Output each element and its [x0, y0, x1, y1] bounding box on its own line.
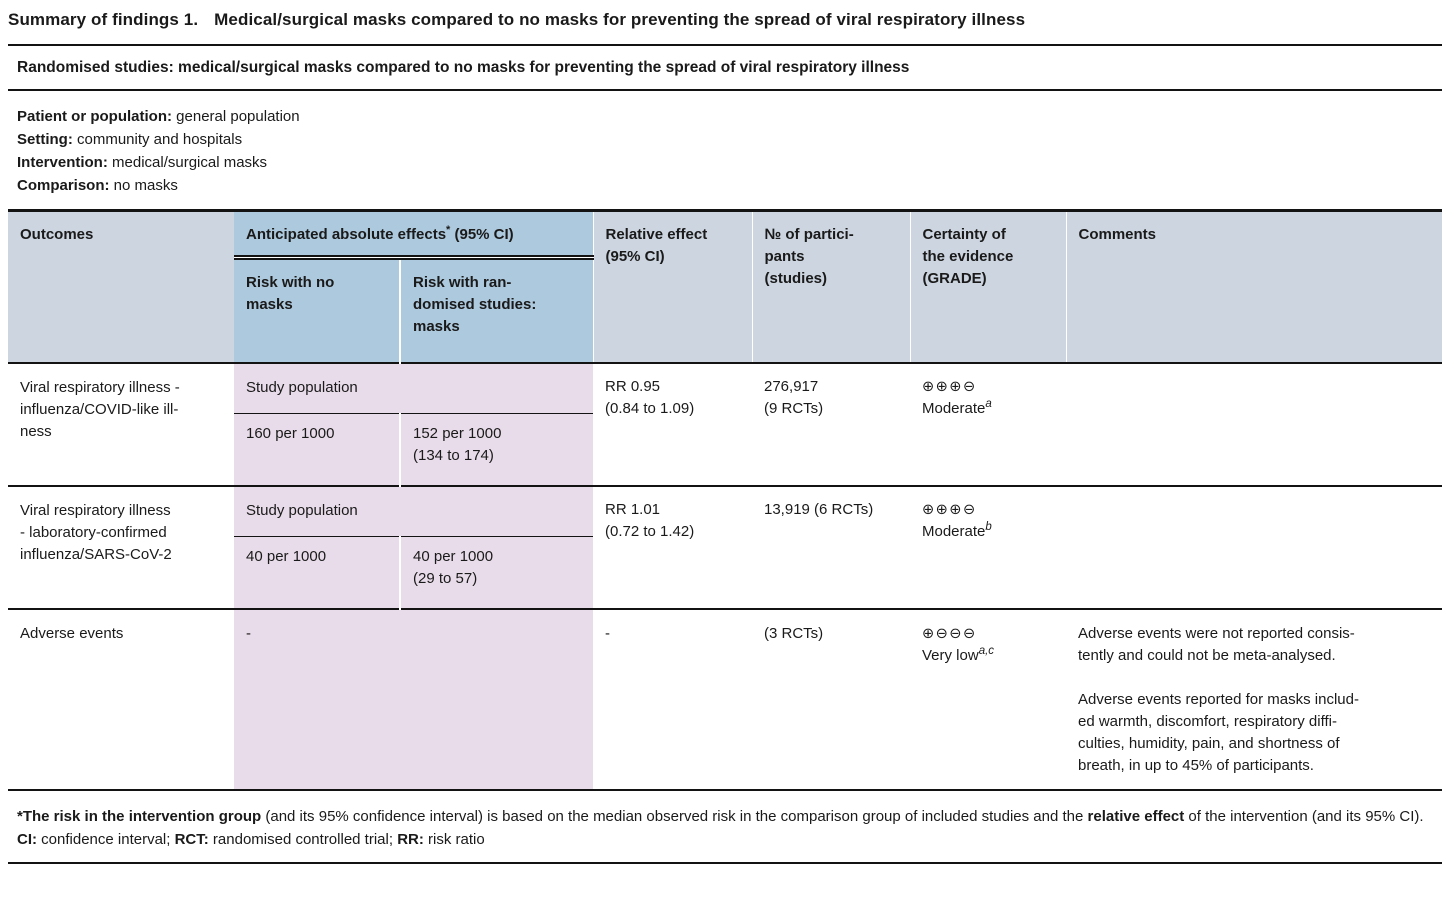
- table-row: 40 per 1000 40 per 1000 (29 to 57): [8, 536, 1442, 609]
- population-value: no masks: [109, 177, 178, 194]
- population-row-intervention: Intervention: medical/surgical masks: [17, 151, 1433, 174]
- header-certainty: Certainty of the evidence (GRADE): [909, 210, 1066, 363]
- population-label: Comparison:: [17, 177, 110, 194]
- anticipated-asterisk: *: [446, 224, 451, 236]
- population-info: Patient or population: general populatio…: [8, 91, 1442, 209]
- risk-no-masks-cell: 40 per 1000: [234, 536, 401, 609]
- relative-effect-cell: RR 0.95 (0.84 to 1.09): [605, 378, 695, 417]
- population-label: Intervention:: [17, 154, 108, 171]
- outcome-cell-viral-covid-like: Viral respiratory illness - influenza/CO…: [20, 379, 180, 440]
- header-comments: Comments: [1065, 210, 1442, 363]
- footnotes-section: *The risk in the intervention group (and…: [8, 791, 1442, 864]
- table-header: Outcomes Anticipated absolute effects* (…: [8, 210, 1442, 363]
- population-value: general population: [172, 108, 300, 125]
- certainty-label: Moderateb: [922, 521, 992, 540]
- outcome-cell-lab-confirmed: Viral respiratory illness - laboratory-c…: [20, 502, 172, 563]
- population-row-setting: Setting: community and hospitals: [17, 128, 1433, 151]
- header-outcomes: Outcomes: [8, 210, 234, 363]
- summary-of-findings-page: Summary of findings 1. Medical/surgical m…: [8, 10, 1442, 864]
- table-row: Adverse events - - (3 RCTs) ⊕⊖⊖⊖ Very lo…: [8, 609, 1442, 790]
- grade-symbols: ⊕⊕⊕⊖: [922, 502, 977, 518]
- header-risk-no-masks: Risk with no masks: [234, 257, 401, 363]
- grade-symbols: ⊕⊕⊕⊖: [922, 379, 977, 395]
- population-value: community and hospitals: [72, 131, 243, 148]
- risk-with-masks-cell: 40 per 1000 (29 to 57): [400, 536, 593, 609]
- population-label: Setting:: [17, 131, 73, 148]
- page-title: Summary of findings 1. Medical/surgical m…: [8, 10, 1442, 30]
- header-anticipated-ci: (95% CI): [450, 226, 514, 243]
- certainty-cell: ⊕⊖⊖⊖ Very lowa,c: [910, 609, 1066, 790]
- table-row: Viral respiratory illness - laboratory-c…: [8, 486, 1442, 563]
- risk-no-masks-cell: 160 per 1000: [234, 413, 401, 486]
- participants-cell: 13,919 (6 RCTs): [764, 501, 874, 518]
- table-row: Viral respiratory illness - influenza/CO…: [8, 363, 1442, 440]
- absolute-effects-cell: -: [234, 609, 593, 790]
- participants-cell: (3 RCTs): [764, 625, 824, 642]
- grade-symbols: ⊕⊖⊖⊖: [922, 626, 977, 642]
- comparison-band-text: Randomised studies: medical/surgical mas…: [17, 59, 910, 76]
- certainty-cell: ⊕⊕⊕⊖ Moderatea: [910, 363, 1066, 486]
- footnote-marker: b: [985, 521, 992, 533]
- header-participants: № of partici- pants (studies): [751, 210, 910, 363]
- table-row: 160 per 1000 152 per 1000 (134 to 174): [8, 413, 1442, 486]
- footnote-marker: a,c: [978, 645, 995, 657]
- comment-paragraph: Adverse events reported for masks includ…: [1078, 691, 1359, 774]
- comments-cell: Adverse events were not reported consis-…: [1066, 609, 1442, 790]
- header-anticipated-effects: Anticipated absolute effects* (95% CI): [234, 210, 593, 260]
- comments-cell: [1066, 363, 1442, 486]
- comments-cell: [1066, 486, 1442, 609]
- population-value: medical/surgical masks: [107, 154, 268, 171]
- footnote-risk-explanation: *The risk in the intervention group (and…: [17, 808, 1424, 825]
- summary-of-findings-table: Outcomes Anticipated absolute effects* (…: [8, 209, 1442, 791]
- table-body: Viral respiratory illness - influenza/CO…: [8, 363, 1442, 790]
- header-relative-effect: Relative effect (95% CI): [592, 210, 752, 363]
- population-row-patient: Patient or population: general populatio…: [17, 105, 1433, 128]
- certainty-label: Very lowa,c: [922, 645, 995, 664]
- footnote-marker: a: [985, 398, 992, 410]
- title-text: Medical/surgical masks compared to no ma…: [214, 10, 1026, 29]
- title-label: Summary of findings 1.: [8, 10, 199, 29]
- header-anticipated-text: Anticipated absolute effects: [246, 226, 447, 243]
- risk-with-masks-cell: 152 per 1000 (134 to 174): [400, 413, 593, 486]
- comparison-band: Randomised studies: medical/surgical mas…: [8, 44, 1442, 91]
- header-risk-with-masks: Risk with ran- domised studies: masks: [400, 257, 593, 363]
- comment-paragraph: Adverse events were not reported consis-…: [1078, 625, 1355, 664]
- certainty-label: Moderatea: [922, 398, 992, 417]
- study-population-label: Study population: [234, 486, 593, 537]
- population-label: Patient or population:: [17, 108, 172, 125]
- participants-cell: 276,917 (9 RCTs): [764, 378, 824, 417]
- relative-effect-cell: RR 1.01 (0.72 to 1.42): [605, 501, 695, 540]
- relative-effect-cell: -: [605, 625, 610, 642]
- outcome-cell-adverse-events: Adverse events: [20, 625, 124, 642]
- population-row-comparison: Comparison: no masks: [17, 174, 1433, 197]
- certainty-cell: ⊕⊕⊕⊖ Moderateb: [910, 486, 1066, 609]
- study-population-label: Study population: [234, 363, 593, 414]
- footnote-abbreviations: CI: confidence interval; RCT: randomised…: [17, 831, 485, 848]
